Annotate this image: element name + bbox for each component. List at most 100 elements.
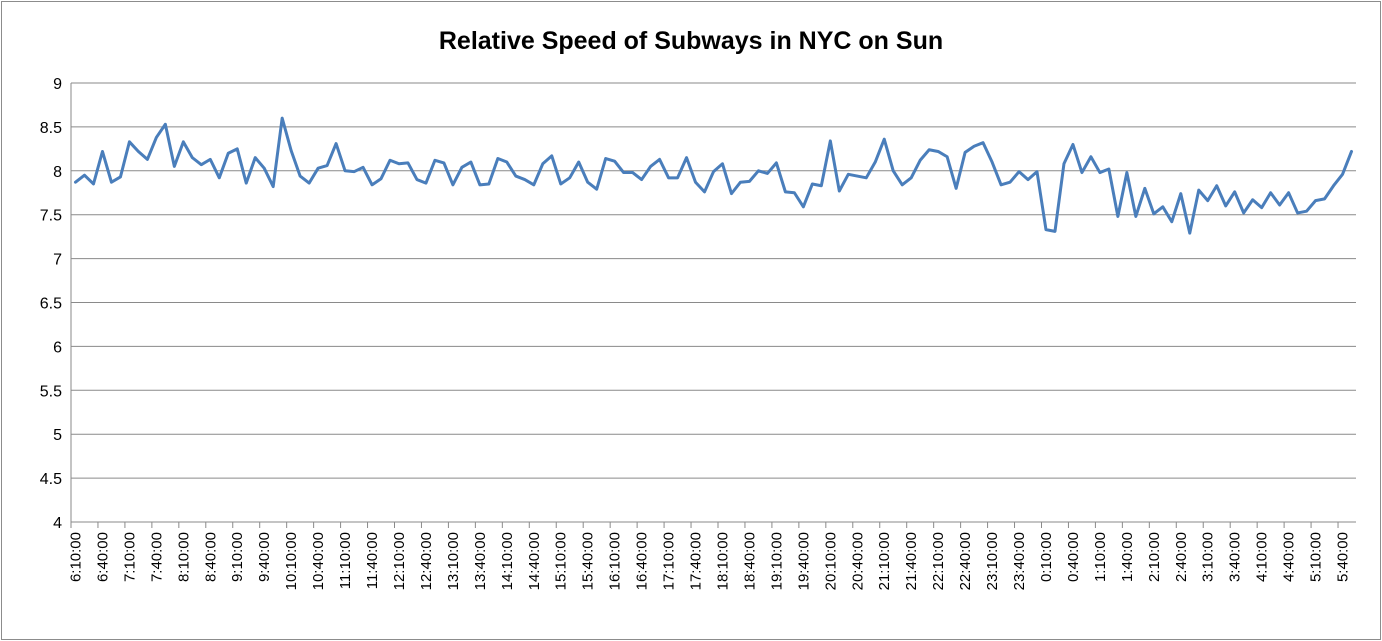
data-point <box>1215 184 1218 187</box>
data-point <box>1134 215 1138 218</box>
x-tick-label: 2:10:00 <box>1146 532 1163 582</box>
data-point <box>945 155 949 158</box>
data-point <box>128 140 131 144</box>
data-point <box>694 181 697 184</box>
data-point <box>496 157 500 160</box>
data-point <box>1062 162 1066 165</box>
data-point <box>218 176 221 180</box>
x-tick-label: 2:40:00 <box>1173 532 1190 582</box>
y-tick-label: 6 <box>53 339 62 356</box>
x-tick-label: 11:40:00 <box>364 532 381 589</box>
data-point <box>200 163 203 166</box>
data-point <box>1332 184 1335 187</box>
data-point <box>784 190 787 194</box>
data-point <box>829 139 832 143</box>
data-point <box>280 116 284 120</box>
data-point <box>397 162 401 165</box>
data-point <box>775 161 778 165</box>
data-point <box>523 178 526 181</box>
data-point <box>1251 198 1254 201</box>
data-point <box>640 178 643 181</box>
data-point <box>119 175 122 179</box>
x-tick-label: 12:10:00 <box>391 532 408 590</box>
data-point <box>748 180 751 183</box>
data-point <box>793 191 796 194</box>
data-point <box>595 188 598 191</box>
y-tick-label: 8.5 <box>40 120 62 137</box>
y-tick-label: 9 <box>53 76 62 93</box>
data-point <box>927 148 931 151</box>
data-point <box>936 150 940 153</box>
data-point <box>388 159 392 162</box>
x-tick-label: 8:10:00 <box>175 532 192 582</box>
x-tick-label: 17:10:00 <box>661 532 678 590</box>
data-point <box>1143 187 1147 190</box>
data-point <box>730 192 733 195</box>
data-point <box>622 171 625 174</box>
x-tick-label: 6:10:00 <box>67 532 84 582</box>
data-point <box>1035 170 1039 173</box>
data-point <box>1296 211 1299 215</box>
series-layer <box>73 116 1354 235</box>
data-point <box>424 181 428 185</box>
data-point <box>820 184 823 187</box>
x-tick-label: 4:40:00 <box>1281 532 1298 582</box>
x-tick-label: 7:40:00 <box>148 532 165 582</box>
y-tick-label: 7 <box>53 252 62 269</box>
data-point <box>1341 173 1344 176</box>
data-point <box>182 140 185 144</box>
data-point <box>1269 191 1272 194</box>
data-point <box>559 182 562 186</box>
x-tick-label: 13:10:00 <box>445 532 462 590</box>
data-point <box>451 183 455 187</box>
data-point <box>415 178 419 181</box>
x-tick-label: 6:40:00 <box>94 532 111 582</box>
data-point <box>227 152 230 155</box>
data-point <box>505 160 509 164</box>
data-point <box>433 159 437 162</box>
data-point <box>155 136 158 139</box>
data-point <box>649 165 652 168</box>
x-tick-label: 11:10:00 <box>337 532 354 589</box>
data-point <box>74 181 77 184</box>
data-point <box>541 162 544 165</box>
data-point <box>766 172 769 175</box>
data-point <box>316 166 320 170</box>
data-point <box>361 166 365 169</box>
data-point <box>343 169 347 172</box>
data-point <box>289 149 293 152</box>
data-point <box>1116 215 1120 218</box>
data-point <box>1161 205 1165 208</box>
x-tick-label: 18:40:00 <box>741 532 758 590</box>
data-point <box>568 176 571 180</box>
x-tick-label: 23:40:00 <box>1011 532 1028 590</box>
data-point <box>370 183 374 187</box>
data-point <box>514 174 518 178</box>
x-tick-label: 3:40:00 <box>1227 532 1244 582</box>
data-point <box>757 169 760 172</box>
y-tick-label: 4 <box>53 515 62 532</box>
data-point <box>406 161 410 165</box>
data-point <box>1098 171 1102 174</box>
x-tick-label: 12:40:00 <box>418 532 435 590</box>
x-tick-label: 0:10:00 <box>1038 532 1055 582</box>
data-point <box>703 190 706 194</box>
data-point <box>901 183 904 187</box>
data-point <box>1170 220 1173 223</box>
x-tick-label: 8:40:00 <box>202 532 219 582</box>
x-tick-label: 10:10:00 <box>283 532 300 590</box>
x-tick-label: 9:40:00 <box>256 532 273 582</box>
gridlines <box>71 82 1356 479</box>
data-point <box>847 173 850 176</box>
data-point <box>1017 170 1021 173</box>
data-point <box>379 177 383 180</box>
data-point <box>981 141 985 144</box>
data-point <box>1044 228 1048 231</box>
data-point <box>712 170 715 173</box>
data-point <box>972 145 976 148</box>
x-tick-label: 15:40:00 <box>580 532 597 590</box>
x-tick-label: 17:40:00 <box>688 532 705 590</box>
y-tick-label: 7.5 <box>40 208 62 225</box>
axes <box>70 83 1356 528</box>
